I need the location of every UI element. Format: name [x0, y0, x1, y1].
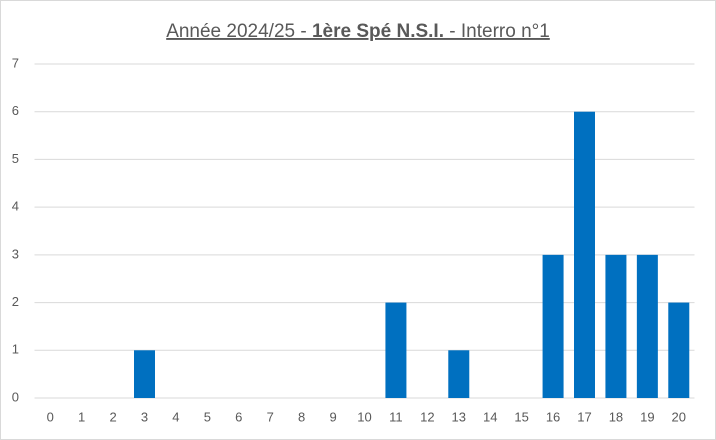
x-tick-label: 9 — [329, 409, 336, 424]
x-tick-label: 8 — [298, 409, 305, 424]
x-tick-label: 16 — [546, 409, 560, 424]
bar — [385, 302, 407, 398]
bar — [574, 111, 595, 398]
title-part: 1ère Spé N.S.I. — [312, 21, 444, 42]
y-tick-label: 6 — [12, 103, 19, 118]
bar — [636, 254, 658, 398]
bar — [542, 254, 564, 398]
x-tick-label: 6 — [235, 409, 242, 424]
bar — [605, 254, 627, 398]
chart-title: Année 2024/25 - 1ère Spé N.S.I. - Interr… — [166, 21, 550, 42]
x-tick-label: 18 — [609, 409, 623, 424]
x-tick-label: 13 — [452, 409, 466, 424]
bar — [668, 302, 690, 398]
title-part: - Interro n°1 — [444, 21, 550, 42]
y-tick-label: 4 — [12, 199, 19, 214]
bar — [448, 350, 470, 398]
x-tick-label: 12 — [420, 409, 434, 424]
title-part: Année 2024/25 - — [166, 21, 312, 42]
x-tick-label: 19 — [640, 409, 654, 424]
y-tick-label: 1 — [12, 342, 19, 357]
x-tick-label: 5 — [204, 409, 211, 424]
y-tick-label: 7 — [12, 55, 19, 70]
x-tick-label: 11 — [389, 409, 403, 424]
x-tick-label: 7 — [267, 409, 274, 424]
x-tick-label: 3 — [141, 409, 148, 424]
x-tick-label: 1 — [78, 409, 85, 424]
y-tick-label: 2 — [12, 294, 19, 309]
y-tick-label: 0 — [12, 389, 19, 404]
x-tick-label: 4 — [172, 409, 179, 424]
x-tick-label: 14 — [483, 409, 497, 424]
x-tick-label: 15 — [514, 409, 528, 424]
y-tick-label: 5 — [12, 151, 19, 166]
y-tick-label: 3 — [12, 246, 19, 261]
x-tick-label: 20 — [672, 409, 686, 424]
bar — [134, 350, 155, 398]
x-tick-label: 17 — [577, 409, 591, 424]
x-tick-label: 2 — [109, 409, 116, 424]
x-tick-label: 0 — [47, 409, 54, 424]
x-tick-label: 10 — [357, 409, 371, 424]
